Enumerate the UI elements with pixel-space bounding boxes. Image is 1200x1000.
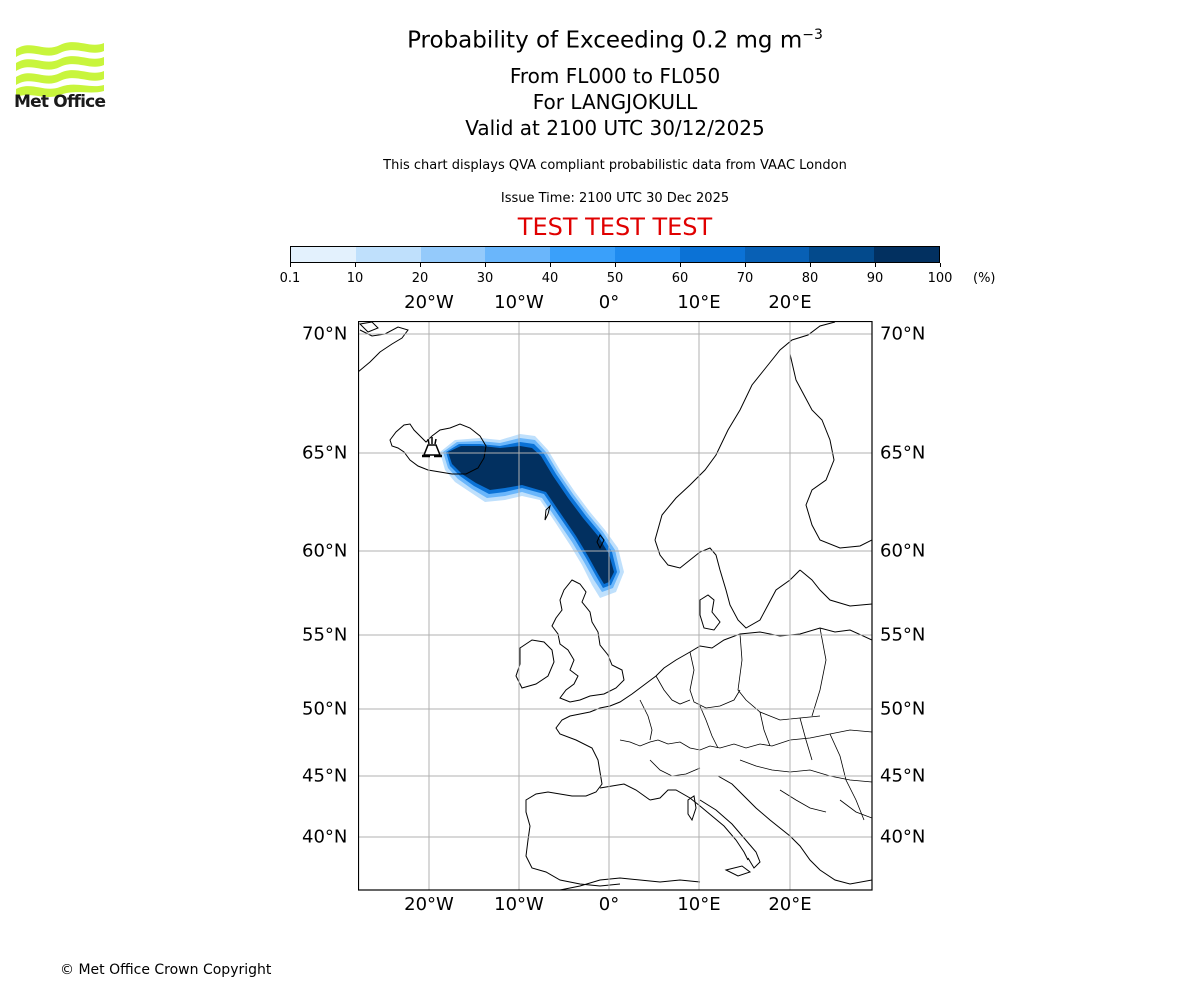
lon-label-bottom: 20°W: [404, 894, 454, 915]
title-exponent: −3: [802, 27, 823, 43]
colorbar-tick-mark: [419, 263, 421, 267]
lat-label-right: 70°N: [880, 323, 926, 345]
colorbar-tick-label: 50: [606, 271, 624, 286]
colorbar-segment: [291, 247, 356, 262]
lon-label-bottom: 10°E: [677, 894, 721, 915]
coastlines: [358, 321, 872, 890]
colorbar-segment: [614, 247, 680, 262]
colorbar-tick-label: 40: [541, 271, 559, 286]
lat-label-right: 50°N: [880, 698, 926, 720]
lat-label-left: 70°N: [302, 323, 348, 345]
colorbar-tick-label: 30: [476, 271, 494, 286]
test-banner: TEST TEST TEST: [517, 213, 713, 241]
colorbar-segment: [420, 247, 486, 262]
lat-label-right: 45°N: [880, 765, 926, 787]
chart-description: This chart displays QVA compliant probab…: [383, 158, 847, 173]
lon-label-top: 10°W: [494, 292, 544, 313]
colorbar-segment: [355, 247, 421, 262]
ash-plume: [440, 434, 624, 598]
colorbar-segment: [550, 247, 615, 262]
met-office-logo-text: Met Office: [14, 92, 106, 112]
lat-label-left: 65°N: [302, 442, 348, 464]
colorbar-tick-label: 70: [736, 271, 754, 286]
lon-label-bottom: 10°W: [494, 894, 544, 915]
lon-label-top: 0°: [598, 292, 620, 313]
europe-map[interactable]: [358, 321, 873, 891]
colorbar-tick-label: 100: [927, 271, 953, 286]
volcano-name: For LANGJOKULL: [532, 90, 698, 114]
colorbar-segment: [679, 247, 745, 262]
colorbar-segment: [744, 247, 810, 262]
colorbar-tick-mark: [484, 263, 486, 267]
colorbar-tick-mark: [549, 263, 551, 267]
colorbar-tick-mark: [809, 263, 811, 267]
colorbar-segment: [485, 247, 551, 262]
lat-label-left: 45°N: [302, 765, 348, 787]
colorbar-tick-label: 90: [866, 271, 884, 286]
lat-label-left: 50°N: [302, 698, 348, 720]
graticule: [358, 321, 872, 890]
lat-label-right: 65°N: [880, 442, 926, 464]
colorbar-tick-label: 0.1: [279, 271, 301, 286]
colorbar-tick-label: 10: [346, 271, 364, 286]
title-text: Probability of Exceeding 0.2 mg m: [407, 27, 803, 54]
lon-label-bottom: 20°E: [768, 894, 812, 915]
colorbar-tick-mark: [289, 263, 291, 267]
colorbar-segment: [874, 247, 939, 262]
colorbar-tick-mark: [354, 263, 356, 267]
colorbar-segment: [809, 247, 875, 262]
probability-colorbar: [290, 246, 940, 263]
country-borders: [619, 627, 872, 821]
lon-label-top: 20°W: [404, 292, 454, 313]
met-office-waves-icon: [16, 42, 104, 97]
colorbar-tick-mark: [939, 263, 941, 267]
chart-title: Probability of Exceeding 0.2 mg m−3: [300, 27, 930, 54]
lat-label-right: 55°N: [880, 624, 926, 646]
colorbar-tick-mark: [744, 263, 746, 267]
lat-label-left: 55°N: [302, 624, 348, 646]
colorbar-unit: (%): [973, 271, 996, 286]
lat-label-right: 60°N: [880, 540, 926, 562]
lon-label-bottom: 0°: [598, 894, 620, 915]
lat-label-left: 40°N: [302, 826, 348, 848]
colorbar-tick-label: 20: [411, 271, 429, 286]
colorbar-tick-mark: [679, 263, 681, 267]
lat-label-right: 40°N: [880, 826, 926, 848]
colorbar-tick-label: 80: [801, 271, 819, 286]
lon-label-top: 20°E: [768, 292, 812, 313]
issue-time: Issue Time: 2100 UTC 30 Dec 2025: [500, 191, 730, 206]
copyright-notice: © Met Office Crown Copyright: [60, 962, 272, 978]
colorbar-tick-mark: [874, 263, 876, 267]
map-frame: [358, 321, 873, 891]
colorbar-tick-label: 60: [671, 271, 689, 286]
lat-label-left: 60°N: [302, 540, 348, 562]
lon-label-top: 10°E: [677, 292, 721, 313]
colorbar-tick-mark: [614, 263, 616, 267]
volcano-symbol-icon: [422, 437, 442, 458]
valid-time: Valid at 2100 UTC 30/12/2025: [465, 116, 765, 140]
flight-level-range: From FL000 to FL050: [509, 64, 721, 88]
